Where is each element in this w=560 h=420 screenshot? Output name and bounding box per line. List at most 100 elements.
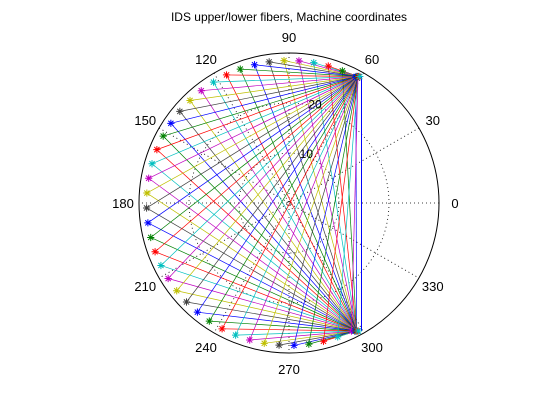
- marker-outer-80: [310, 59, 318, 67]
- marker-hub-lower-3-shape: [354, 327, 362, 335]
- fiber-upper-200: [154, 76, 359, 253]
- fiber-upper-296: [351, 76, 359, 332]
- marker-outer-212: [164, 274, 172, 283]
- marker-outer-140: [176, 107, 184, 116]
- marker-outer-200-shape: [151, 248, 159, 256]
- angle-tick-label-240: 240: [195, 340, 217, 355]
- marker-outer-272: [290, 341, 298, 350]
- marker-outer-290: [334, 333, 342, 341]
- marker-outer-116: [222, 71, 231, 79]
- fiber-lower-176: [146, 192, 357, 332]
- marker-outer-86: [295, 57, 303, 65]
- marker-outer-86-shape: [295, 57, 303, 65]
- fiber-lower-62: [355, 77, 357, 332]
- fiber-upper-254: [249, 76, 359, 341]
- fiber-lower-122: [213, 81, 357, 332]
- marker-outer-134: [186, 96, 194, 105]
- fiber-lower-128: [200, 90, 357, 332]
- fiber-upper-164: [151, 76, 359, 165]
- marker-outer-206-shape: [157, 261, 165, 270]
- fiber-upper-98: [269, 61, 359, 77]
- marker-hub-lower-3: [354, 327, 362, 335]
- marker-outer-74: [324, 62, 332, 70]
- marker-hub-upper-3-shape: [356, 72, 364, 81]
- marker-outer-104-shape: [250, 61, 259, 69]
- fiber-upper-284: [323, 76, 359, 342]
- fiber-lower-194: [150, 237, 357, 332]
- marker-outer-158-shape: [153, 146, 161, 154]
- fiber-lower-86: [298, 60, 357, 332]
- fiber-upper-170: [148, 76, 359, 179]
- fiber-upper-272: [293, 76, 359, 346]
- marker-outer-254-shape: [246, 336, 254, 344]
- fiber-lower-224: [186, 301, 357, 332]
- marker-outer-152-shape: [159, 132, 167, 140]
- fiber-upper-188: [147, 76, 359, 224]
- marker-outer-98: [265, 58, 273, 66]
- marker-outer-188-shape: [144, 219, 152, 227]
- marker-outer-158: [153, 146, 161, 154]
- marker-outer-134-shape: [186, 96, 194, 105]
- marker-outer-68-shape: [338, 67, 346, 75]
- chart-title: IDS upper/lower fibers, Machine coordina…: [171, 10, 407, 24]
- fiber-lines: [146, 60, 362, 346]
- fiber-upper-260: [263, 76, 359, 344]
- fiber-lower-92: [283, 60, 357, 332]
- marker-outer-248-shape: [232, 331, 240, 339]
- marker-outer-98-shape: [265, 58, 273, 66]
- fiber-markers: [142, 56, 364, 350]
- radial-tick-label-10: 10: [300, 147, 314, 161]
- fiber-upper-110: [240, 68, 359, 77]
- angle-tick-label-210: 210: [134, 279, 156, 294]
- marker-outer-80-shape: [310, 59, 318, 67]
- fiber-lower-116: [226, 74, 357, 332]
- marker-outer-272-shape: [290, 341, 298, 350]
- marker-outer-182-shape: [142, 204, 151, 212]
- fiber-upper-158: [156, 76, 359, 150]
- marker-outer-290-shape: [334, 333, 342, 341]
- fiber-upper-278: [308, 76, 359, 345]
- fiber-lower-242: [222, 328, 357, 332]
- angle-tick-label-270: 270: [278, 362, 300, 377]
- fiber-lower-230: [197, 311, 357, 332]
- fiber-lower-110: [239, 68, 357, 332]
- marker-outer-140-shape: [176, 107, 184, 116]
- fiber-upper-122: [213, 76, 359, 83]
- marker-outer-176: [143, 189, 151, 197]
- radial-tick-label-20: 20: [308, 98, 322, 112]
- fiber-upper-206: [160, 76, 359, 266]
- marker-outer-254: [246, 336, 254, 344]
- fiber-lower-80: [313, 62, 357, 332]
- fiber-upper-116: [226, 74, 359, 77]
- marker-outer-266: [275, 341, 283, 349]
- marker-outer-128-shape: [197, 87, 205, 95]
- fiber-lower-254: [249, 330, 357, 341]
- angle-tick-label-150: 150: [134, 113, 156, 128]
- fiber-lower-146: [170, 123, 357, 332]
- marker-outer-218: [173, 287, 181, 295]
- fiber-upper-182: [146, 76, 359, 209]
- marker-outer-284: [319, 337, 328, 345]
- fiber-upper-242: [221, 76, 359, 329]
- angle-tick-label-0: 0: [451, 196, 458, 211]
- fiber-lower-218: [176, 290, 357, 332]
- fiber-lower-158: [156, 149, 357, 332]
- fiber-lower-212: [168, 278, 357, 332]
- fiber-lower-236: [209, 320, 357, 332]
- polar-grid: [138, 52, 440, 354]
- fiber-upper-146: [170, 76, 359, 124]
- marker-outer-110: [236, 65, 244, 73]
- marker-outer-260: [260, 339, 268, 347]
- marker-outer-122-shape: [209, 78, 218, 86]
- fiber-upper-176: [146, 76, 359, 194]
- fiber-lower-248: [235, 330, 357, 336]
- fiber-upper-152: [163, 76, 359, 137]
- fiber-upper-104: [254, 64, 359, 77]
- marker-outer-284-shape: [319, 337, 328, 345]
- marker-outer-242-shape: [218, 325, 226, 333]
- fiber-upper-230: [197, 76, 359, 313]
- fiber-lower-188: [147, 222, 357, 332]
- marker-outer-278: [305, 340, 313, 348]
- marker-outer-206: [157, 261, 165, 270]
